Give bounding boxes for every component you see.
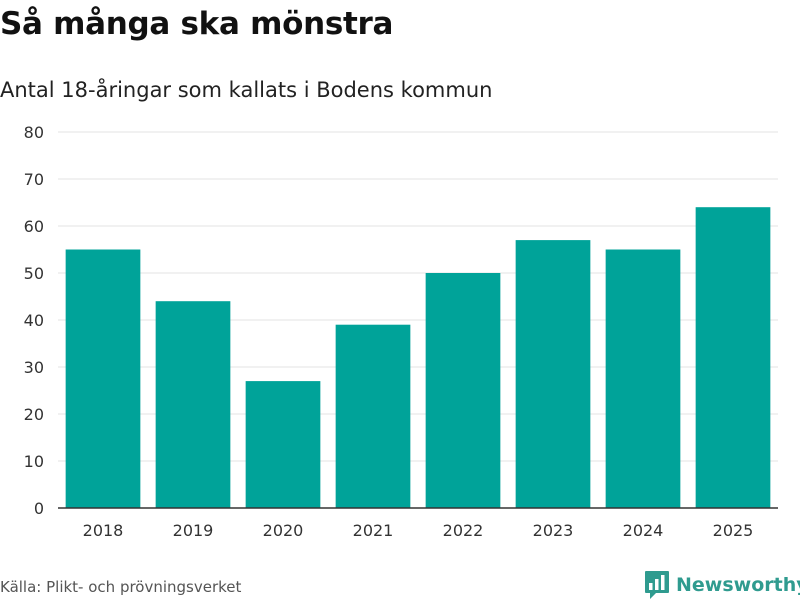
bar	[335, 324, 411, 508]
bar	[695, 207, 771, 508]
y-tick-label: 80	[24, 123, 44, 142]
bar	[425, 273, 501, 508]
y-tick-label: 70	[24, 170, 44, 189]
y-tick-label: 30	[24, 358, 44, 377]
y-tick-label: 20	[24, 405, 44, 424]
bar-chart-speech-bubble-icon	[645, 571, 669, 599]
chart-title: Så många ska mönstra	[0, 6, 394, 42]
chart-subtitle: Antal 18-åringar som kallats i Bodens ko…	[0, 78, 493, 102]
x-tick-label: 2018	[83, 521, 124, 540]
bar	[515, 240, 591, 508]
brand-logo: Newsworthy	[644, 570, 800, 600]
x-tick-label: 2025	[713, 521, 754, 540]
x-tick-label: 2020	[263, 521, 304, 540]
x-tick-label: 2023	[533, 521, 574, 540]
bar	[605, 249, 681, 508]
y-tick-label: 0	[34, 499, 44, 518]
x-tick-label: 2024	[623, 521, 664, 540]
brand-name: Newsworthy	[676, 574, 800, 596]
bar	[155, 301, 231, 508]
source-note: Källa: Plikt- och prövningsverket	[0, 578, 242, 596]
y-tick-label: 60	[24, 217, 44, 236]
y-tick-label: 50	[24, 264, 44, 283]
x-tick-label: 2021	[353, 521, 394, 540]
bar	[65, 249, 141, 508]
y-tick-label: 10	[24, 452, 44, 471]
y-tick-label: 40	[24, 311, 44, 330]
x-tick-label: 2022	[443, 521, 484, 540]
bar	[245, 381, 321, 508]
x-tick-label: 2019	[173, 521, 214, 540]
